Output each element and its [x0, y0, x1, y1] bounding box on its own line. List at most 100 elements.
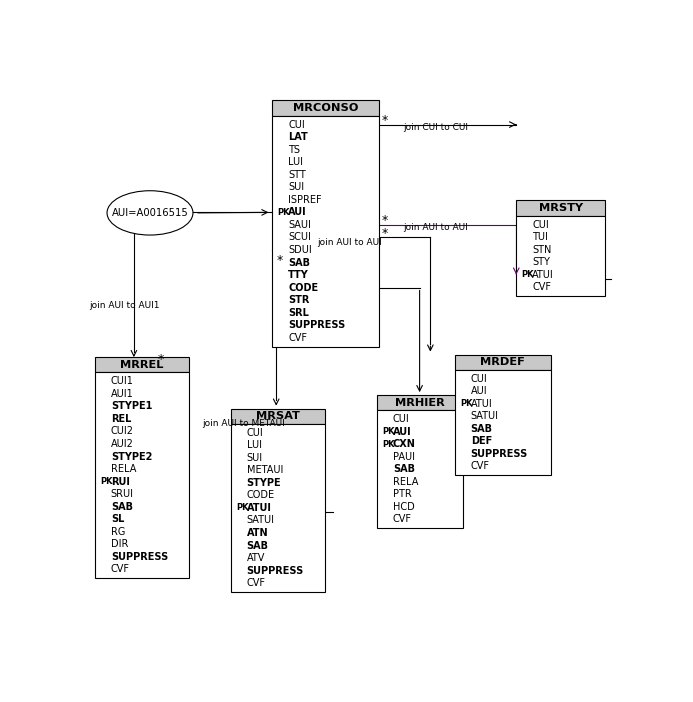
- Text: PK: PK: [277, 208, 290, 217]
- Text: SRL: SRL: [288, 307, 309, 318]
- Bar: [516, 201, 605, 216]
- Text: CODE: CODE: [288, 283, 318, 293]
- Text: *: *: [382, 214, 388, 227]
- Text: ATV: ATV: [247, 553, 265, 563]
- Bar: [377, 395, 463, 410]
- Text: SAB: SAB: [247, 541, 269, 550]
- Text: PK: PK: [460, 399, 473, 408]
- Bar: [272, 100, 379, 116]
- Text: AUI1: AUI1: [111, 389, 134, 399]
- Bar: [455, 355, 551, 370]
- Text: CUI: CUI: [393, 414, 410, 424]
- Text: MRCONSO: MRCONSO: [293, 103, 358, 113]
- Text: SUI: SUI: [247, 453, 263, 463]
- Text: CVF: CVF: [288, 333, 307, 343]
- Text: SATUI: SATUI: [471, 411, 499, 421]
- Text: CUI1: CUI1: [111, 376, 134, 386]
- Bar: [95, 372, 188, 578]
- Bar: [516, 216, 605, 296]
- Text: CUI2: CUI2: [111, 427, 134, 437]
- Ellipse shape: [107, 191, 193, 235]
- Text: AUI: AUI: [393, 427, 412, 437]
- Text: *: *: [157, 353, 164, 366]
- Text: TS: TS: [288, 145, 300, 154]
- Text: CVF: CVF: [471, 461, 490, 472]
- Text: STN: STN: [532, 244, 552, 255]
- Text: MRDEF: MRDEF: [480, 357, 525, 367]
- Text: SUPPRESS: SUPPRESS: [471, 449, 528, 459]
- Text: ATUI: ATUI: [471, 399, 493, 409]
- Text: join CUI to CUI: join CUI to CUI: [403, 123, 468, 132]
- Text: LUI: LUI: [288, 157, 303, 167]
- Bar: [231, 409, 324, 424]
- Text: CVF: CVF: [111, 564, 130, 574]
- Text: join AUI to AUI: join AUI to AUI: [317, 239, 383, 247]
- Text: ATN: ATN: [247, 528, 268, 538]
- Text: MRSTY: MRSTY: [538, 203, 583, 213]
- Text: SL: SL: [111, 515, 124, 524]
- Text: SDUI: SDUI: [288, 245, 312, 255]
- Text: MRSAT: MRSAT: [256, 411, 299, 421]
- Text: DEF: DEF: [471, 437, 492, 446]
- Text: LUI: LUI: [247, 440, 262, 450]
- Text: CODE: CODE: [247, 491, 275, 501]
- Text: PAUI: PAUI: [393, 452, 414, 462]
- Text: SAB: SAB: [288, 258, 310, 267]
- Text: STYPE1: STYPE1: [111, 402, 152, 411]
- Text: ATUI: ATUI: [532, 270, 554, 279]
- Text: MRHIER: MRHIER: [395, 397, 444, 408]
- Text: SAB: SAB: [471, 424, 493, 434]
- Text: MRREL: MRREL: [120, 360, 164, 370]
- Text: *: *: [382, 114, 388, 127]
- Text: TTY: TTY: [288, 270, 309, 280]
- Text: PK: PK: [236, 503, 248, 512]
- Text: CUI: CUI: [532, 220, 549, 230]
- Text: ISPREF: ISPREF: [288, 195, 322, 205]
- Text: RELA: RELA: [111, 464, 136, 474]
- Text: join AUI to AUI: join AUI to AUI: [403, 223, 468, 232]
- Bar: [377, 410, 463, 529]
- Text: RELA: RELA: [393, 477, 418, 487]
- Text: join AUI to AUI1: join AUI to AUI1: [89, 301, 160, 310]
- Text: AUI=A0016515: AUI=A0016515: [112, 208, 188, 218]
- Text: STYPE2: STYPE2: [111, 451, 152, 461]
- Text: RUI: RUI: [111, 477, 130, 486]
- Text: TUI: TUI: [532, 232, 548, 242]
- Text: PK: PK: [382, 428, 394, 436]
- Text: AUI: AUI: [288, 207, 307, 218]
- Text: SCUI: SCUI: [288, 232, 311, 242]
- Text: SUPPRESS: SUPPRESS: [288, 320, 345, 330]
- Text: CXN: CXN: [393, 439, 416, 449]
- Text: PTR: PTR: [393, 489, 412, 499]
- Text: *: *: [277, 254, 283, 267]
- Bar: [272, 116, 379, 347]
- Text: STR: STR: [288, 295, 309, 305]
- Text: SATUI: SATUI: [247, 515, 274, 526]
- Text: REL: REL: [111, 414, 131, 424]
- Text: SRUI: SRUI: [111, 489, 134, 499]
- Text: METAUI: METAUI: [247, 465, 283, 475]
- Text: CVF: CVF: [247, 578, 265, 588]
- Text: SUI: SUI: [288, 183, 304, 192]
- Bar: [231, 424, 324, 592]
- Bar: [455, 370, 551, 475]
- Text: CUI: CUI: [288, 119, 305, 130]
- Bar: [95, 357, 188, 372]
- Text: DIR: DIR: [111, 539, 128, 550]
- Text: ATUI: ATUI: [247, 503, 272, 513]
- Text: *: *: [382, 227, 388, 239]
- Text: join AUI to METAUI: join AUI to METAUI: [202, 419, 285, 428]
- Text: CUI: CUI: [471, 373, 487, 383]
- Text: CUI: CUI: [247, 428, 263, 437]
- Text: SUPPRESS: SUPPRESS: [111, 552, 168, 562]
- Text: PK: PK: [522, 270, 534, 279]
- Text: STYPE: STYPE: [247, 478, 281, 488]
- Text: AUI: AUI: [471, 386, 487, 396]
- Text: CVF: CVF: [393, 515, 412, 524]
- Text: SAUI: SAUI: [288, 220, 311, 230]
- Text: STT: STT: [288, 170, 306, 180]
- Text: PK: PK: [382, 439, 394, 449]
- Text: AUI2: AUI2: [111, 439, 134, 449]
- Text: SUPPRESS: SUPPRESS: [247, 566, 304, 576]
- Text: HCD: HCD: [393, 502, 414, 512]
